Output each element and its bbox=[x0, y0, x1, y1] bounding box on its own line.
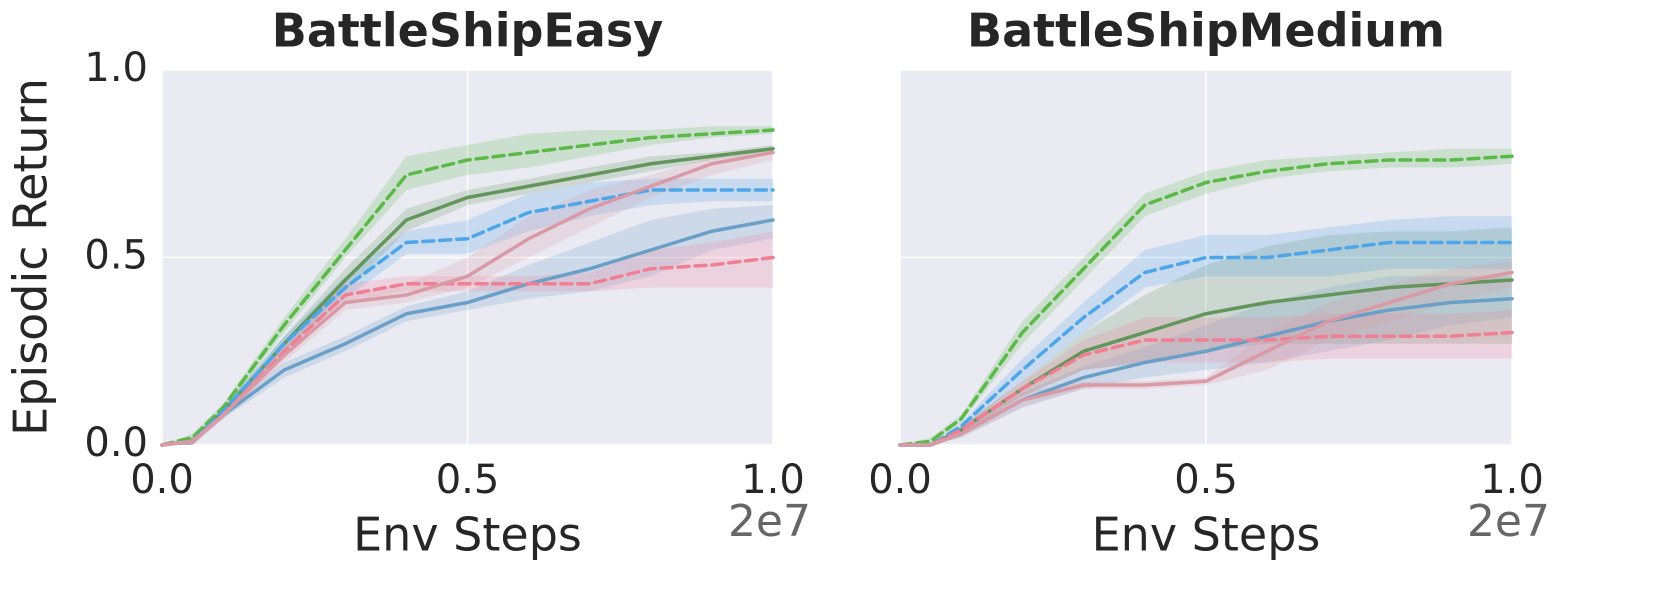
error-band bbox=[900, 310, 1512, 445]
series-line bbox=[160, 128, 775, 447]
y-tick-label: 1.0 bbox=[84, 45, 148, 91]
error-band bbox=[162, 231, 773, 445]
series-line bbox=[898, 154, 1514, 447]
y-tick-label: 0.5 bbox=[84, 233, 148, 279]
y-axis-label: Episodic Return bbox=[4, 78, 58, 436]
series-line bbox=[898, 270, 1514, 447]
x-tick-label: 1.0 bbox=[741, 457, 805, 503]
error-band bbox=[162, 205, 773, 445]
error-band bbox=[900, 227, 1512, 445]
series-line bbox=[898, 330, 1514, 447]
x-tick-label: 0.0 bbox=[868, 457, 932, 503]
x-offset-label: 2e7 bbox=[728, 496, 811, 547]
series-line bbox=[160, 150, 775, 447]
y-tick-label: 0.0 bbox=[84, 420, 148, 466]
x-tick-label: 1.0 bbox=[1480, 457, 1544, 503]
x-axis-label: Env Steps bbox=[1092, 508, 1321, 562]
series-line bbox=[160, 188, 775, 447]
chart-title: BattleShipEasy bbox=[272, 4, 663, 58]
error-band bbox=[900, 261, 1512, 445]
error-band bbox=[900, 148, 1512, 445]
error-band bbox=[900, 276, 1512, 445]
series-line bbox=[898, 240, 1514, 447]
x-tick-label: 0.5 bbox=[436, 457, 500, 503]
x-tick-label: 0.0 bbox=[130, 457, 194, 503]
x-offset-label: 2e7 bbox=[1467, 496, 1550, 547]
error-band bbox=[162, 178, 773, 445]
series-line bbox=[160, 255, 775, 447]
x-tick-label: 0.5 bbox=[1174, 457, 1238, 503]
chart-title: BattleShipMedium bbox=[967, 4, 1445, 58]
error-band bbox=[900, 216, 1512, 445]
x-axis-label: Env Steps bbox=[353, 508, 582, 562]
